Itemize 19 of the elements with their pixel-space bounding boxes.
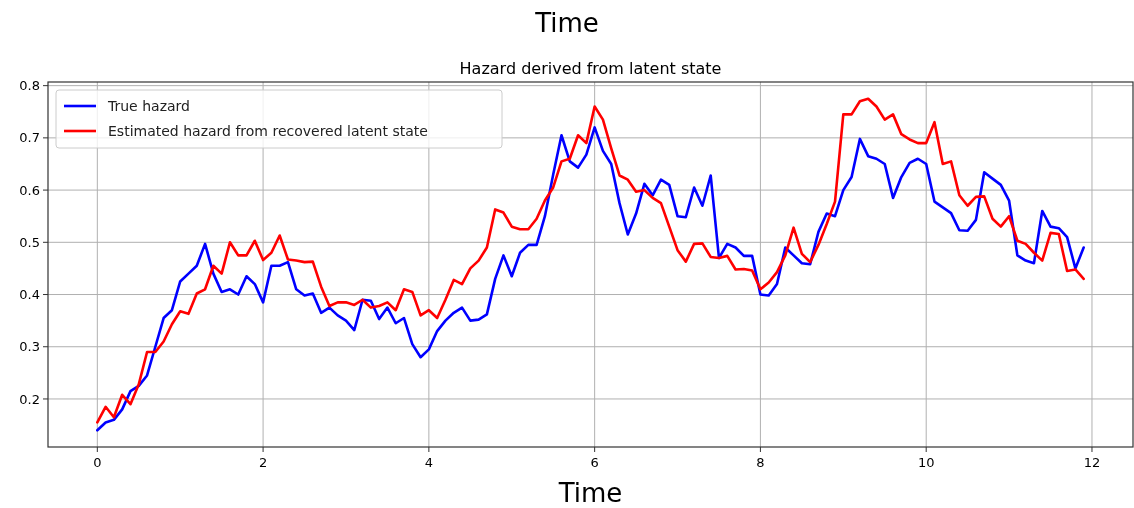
x-tick-label: 12: [1083, 455, 1101, 470]
text: Time: [534, 8, 599, 38]
y-tick-label: 0.2: [19, 391, 40, 407]
x-tick-label: 8: [756, 455, 765, 470]
y-tick-label: 0.8: [19, 78, 40, 94]
x-axis-title: Time: [557, 478, 623, 508]
x-tick-label: 6: [590, 455, 599, 470]
chart-title: Hazard derived from latent state: [459, 59, 722, 78]
x-tick-label: 4: [424, 455, 434, 470]
y-tick-label: 0.6: [19, 182, 40, 198]
y-tick-label: 0.3: [19, 339, 40, 355]
y-tick-label: 0.4: [19, 287, 40, 303]
x-tick-label: 0: [93, 455, 102, 470]
x-tick-label: 2: [258, 455, 268, 470]
y-tick-label: 0.5: [19, 234, 40, 250]
x-tick-label: 10: [917, 455, 935, 470]
y-tick-label: 0.7: [19, 130, 40, 146]
legend-label: True hazard: [107, 97, 190, 114]
legend-label: Estimated hazard from recovered latent state: [108, 122, 428, 139]
